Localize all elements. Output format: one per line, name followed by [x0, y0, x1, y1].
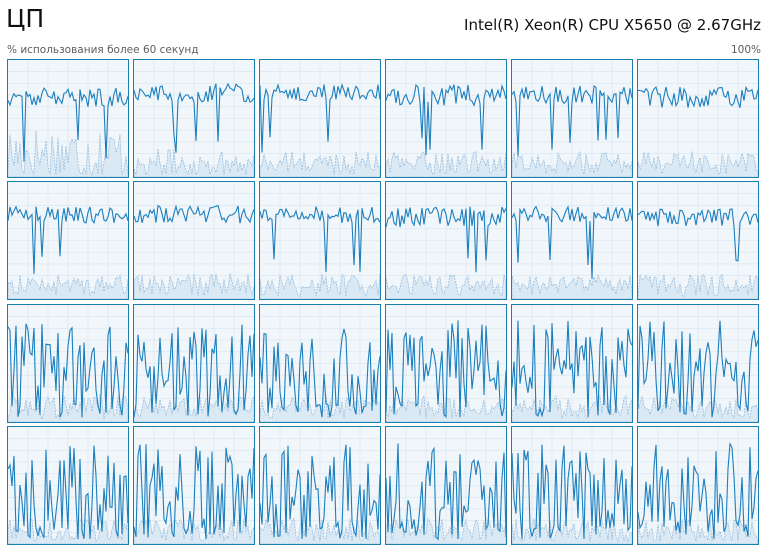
cpu-core-graph [511, 304, 633, 423]
kernel-time-area [512, 274, 632, 299]
kernel-time-area [134, 396, 254, 422]
usage-line [260, 444, 380, 539]
usage-line [512, 205, 632, 280]
usage-line [260, 328, 380, 418]
graph-gridlines [512, 60, 632, 177]
cpu-core-graph [637, 426, 759, 545]
usage-line [386, 443, 506, 541]
graph-gridlines [134, 305, 254, 422]
kernel-time-area [134, 518, 254, 544]
graph-gridlines [638, 60, 758, 177]
cpu-core-graph [259, 59, 381, 178]
cpu-core-graph [133, 426, 255, 545]
usage-line [8, 445, 128, 540]
usage-line [8, 205, 128, 274]
cpu-core-graph [133, 59, 255, 178]
cpu-core-graph [7, 304, 129, 423]
usage-line [638, 208, 758, 262]
graph-gridlines [134, 182, 254, 299]
cpu-core-graph [385, 181, 507, 300]
kernel-time-area [512, 150, 632, 177]
graph-gridlines [386, 60, 506, 177]
usage-line [134, 204, 254, 224]
usage-line [512, 444, 632, 540]
usage-line [134, 82, 254, 153]
usage-line [638, 85, 758, 108]
kernel-time-area [8, 273, 128, 299]
kernel-time-area [260, 395, 380, 422]
page-title: ЦП [6, 4, 45, 33]
cpu-core-graph [511, 181, 633, 300]
usage-line [134, 444, 254, 540]
kernel-time-area [386, 273, 506, 299]
kernel-time-area [260, 151, 380, 177]
cpu-core-graph [259, 304, 381, 423]
usage-line [386, 320, 506, 419]
kernel-time-area [638, 273, 758, 299]
usage-line [134, 324, 254, 418]
cpu-model-name: Intel(R) Xeon(R) CPU X5650 @ 2.67GHz [464, 16, 761, 34]
kernel-time-area [134, 148, 254, 177]
cpu-core-graph [385, 59, 507, 178]
cpu-core-graph [7, 426, 129, 545]
cpu-core-graph [637, 181, 759, 300]
usage-line [512, 320, 632, 418]
graph-gridlines [260, 60, 380, 177]
kernel-time-area [386, 151, 506, 177]
kernel-time-area [638, 395, 758, 422]
cpu-core-graph [259, 181, 381, 300]
kernel-time-area [512, 518, 632, 544]
graph-gridlines [8, 182, 128, 299]
kernel-time-area [260, 517, 380, 544]
kernel-time-area [8, 394, 128, 422]
usage-line [8, 323, 128, 418]
kernel-time-area [8, 130, 128, 177]
kernel-time-area [638, 151, 758, 177]
graph-max-percent: 100% [730, 44, 761, 56]
graph-description: % использования более 60 секунд [7, 44, 199, 56]
usage-line [638, 442, 758, 540]
cpu-core-graph [259, 426, 381, 545]
cpu-core-graph [511, 59, 633, 178]
kernel-time-area [134, 273, 254, 299]
kernel-time-area [638, 518, 758, 544]
kernel-time-area [8, 517, 128, 544]
usage-line [386, 83, 506, 156]
cpu-core-graph [637, 304, 759, 423]
usage-line [260, 206, 380, 273]
cpu-core-graph [7, 59, 129, 178]
cpu-core-graph [385, 426, 507, 545]
kernel-time-area [260, 273, 380, 299]
cpu-core-graph [7, 181, 129, 300]
usage-line [8, 87, 128, 162]
graph-gridlines [512, 182, 632, 299]
usage-line [260, 82, 380, 153]
usage-line [512, 85, 632, 156]
cpu-core-graph [385, 304, 507, 423]
cpu-core-graph [637, 59, 759, 178]
usage-line [638, 320, 758, 418]
usage-line [386, 206, 506, 273]
graph-gridlines [260, 182, 380, 299]
cpu-core-graph [511, 426, 633, 545]
cpu-core-graph [133, 181, 255, 300]
cpu-core-graph [133, 304, 255, 423]
